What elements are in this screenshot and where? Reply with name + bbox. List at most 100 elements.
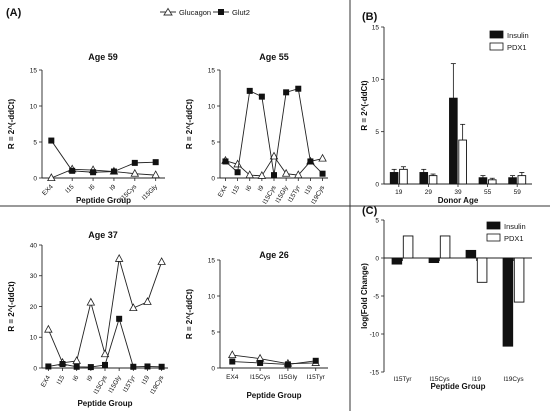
age59-point-glut2-4: [131, 159, 138, 166]
age59-point-glut2-0: [48, 137, 55, 144]
legend-glucagon-label: Glucagon: [179, 8, 211, 17]
legend-a: Glucagon Glut2: [160, 7, 250, 17]
age37-ytick-label-4: 40: [30, 242, 38, 249]
panel-label-b: (B): [362, 11, 378, 23]
fold-bar-insulin-3: [502, 257, 514, 347]
age59-x-axis-label: Peptide Group: [76, 196, 131, 205]
fold-xtick-label-2: I19: [472, 376, 481, 383]
age55-point-glut2-0: [222, 158, 229, 165]
legend-b-pdx1-swatch: [489, 42, 504, 51]
age26-point-glut2-0: [229, 358, 236, 365]
age59-ytick-label-0: 0: [33, 175, 37, 182]
legend-c-pdx1-label: PDX1: [504, 234, 524, 243]
age37-xtick-label-5: I15Gly: [107, 374, 123, 394]
age37-point-glucagon-4: [100, 349, 110, 358]
age37-point-glut2-3: [87, 364, 94, 371]
age37-series-line-glucagon: [47, 258, 163, 364]
legend-b-insulin-label: Insulin: [507, 31, 529, 40]
legend-c-pdx1-swatch: [486, 233, 501, 242]
age59-ytick-label-3: 15: [30, 67, 38, 74]
donor-bar-pdx1-2: [458, 139, 467, 185]
age37-xtick-label-8: I19Cys: [149, 374, 166, 396]
age37-xtick-label-1: I15: [56, 374, 67, 386]
age37-point-glut2-8: [158, 363, 165, 370]
age55-point-glucagon-5: [281, 168, 291, 177]
age55-ytick-label-0: 0: [211, 175, 215, 182]
age55-point-glut2-7: [307, 158, 314, 165]
age55-point-glut2-3: [258, 93, 265, 100]
age59-xtick-label-5: I15Gly: [141, 183, 160, 202]
fold-bar-pdx1-3: [513, 257, 525, 303]
fold-xtick-label-0: I15Tyr: [393, 376, 412, 383]
fold-y-axis-label: log(Fold Change): [360, 263, 369, 329]
panel-label-a: (A): [6, 7, 22, 19]
fold-bar-insulin-0: [391, 257, 403, 265]
legend-b-pdx1-label: PDX1: [507, 43, 527, 52]
age55-xtick-label-2: I6: [245, 184, 254, 193]
legend-c: Insulin PDX1: [486, 221, 526, 243]
age59-series-line-glut2: [50, 140, 156, 173]
chart-donor: 0 5 10 15 19 29 39 55 59 Donor Age R = 2^(-ddCt): [360, 24, 532, 205]
fold-x-axis-label: Peptide Group: [430, 382, 485, 391]
age37-point-glut2-1: [59, 361, 66, 368]
donor-xtick-label-4: 59: [514, 189, 522, 196]
donor-bar-insulin-3: [478, 177, 488, 185]
age59-point-glucagon-0: [47, 173, 56, 182]
donor-bar-insulin-0: [389, 172, 399, 185]
fold-xtick-label-1: I15Cys: [429, 376, 450, 383]
age55-ytick-label-2: 10: [208, 103, 216, 110]
age37-point-glut2-2: [73, 363, 80, 370]
legend-glut2-label: Glut2: [232, 8, 250, 17]
legend-glucagon-marker: [163, 7, 173, 16]
donor-bar-pdx1-4: [517, 175, 527, 185]
age55-point-glucagon-2: [245, 170, 255, 179]
age37-xtick-label-7: I19: [141, 374, 152, 386]
age26-series-line-glucagon: [232, 354, 316, 365]
age26-ytick-label-3: 15: [208, 257, 216, 264]
age59-y-axis-label: R = 2^(-ddCt): [7, 99, 16, 150]
age59-xtick-label-3: I9: [109, 183, 118, 192]
age37-point-glucagon-5: [114, 254, 124, 262]
donor-y-axis-label: R = 2^(-ddCt): [360, 80, 369, 131]
age37-x-axis-label: Peptide Group: [77, 399, 132, 408]
age59-point-glut2-2: [90, 169, 97, 176]
age37-y-axis-label: R = 2^(-ddCt): [7, 281, 16, 332]
age59-point-glut2-3: [110, 168, 117, 175]
age55-point-glut2-6: [295, 85, 302, 92]
age37-xtick-label-0: EX4: [40, 374, 52, 388]
age55-point-glucagon-4: [269, 151, 279, 160]
age55-point-glut2-5: [283, 89, 290, 96]
fold-xtick-label-3: I19Cys: [503, 376, 524, 383]
age37-xtick-label-3: I9: [86, 374, 95, 383]
age55-xtick-label-6: I15Tyr: [287, 184, 303, 204]
age37-xtick-label-6: I15Tyr: [122, 374, 138, 394]
fold-ytick-label-2: -5: [373, 293, 379, 300]
age55-point-glut2-1: [234, 169, 241, 176]
age37-ytick-label-0: 0: [33, 365, 37, 372]
age26-xtick-label-3: I15Tyr: [307, 374, 326, 381]
age55-xtick-label-1: I15: [231, 184, 242, 196]
fold-ytick-label-3: 0: [375, 255, 379, 262]
chart-age26: Age 26 0 5 10 15 EX4 I15Cys I15Gly I15Tyr Peptide…: [185, 250, 328, 400]
age59-ytick-label-1: 5: [33, 139, 37, 146]
age37-point-glucagon-7: [143, 297, 152, 305]
age26-xtick-label-0: EX4: [226, 374, 239, 381]
donor-xtick-label-3: 55: [484, 189, 492, 196]
age59-series-line-glucagon: [51, 168, 156, 179]
fold-bar-pdx1-1: [439, 235, 451, 259]
age59-xtick-label-1: I15: [64, 183, 76, 195]
age37-point-glut2-6: [130, 363, 137, 370]
age55-ytick-label-1: 5: [211, 139, 215, 146]
fold-ytick-label-4: 5: [375, 217, 379, 224]
donor-ytick-label-0: 0: [375, 181, 379, 188]
age37-ytick-label-3: 30: [30, 273, 38, 280]
donor-xtick-label-2: 39: [454, 189, 462, 196]
age55-point-glucagon-8: [318, 153, 327, 162]
legend-glut2-marker: [218, 9, 224, 15]
donor-bar-pdx1-0: [399, 168, 408, 185]
age37-point-glucagon-0: [44, 324, 53, 333]
